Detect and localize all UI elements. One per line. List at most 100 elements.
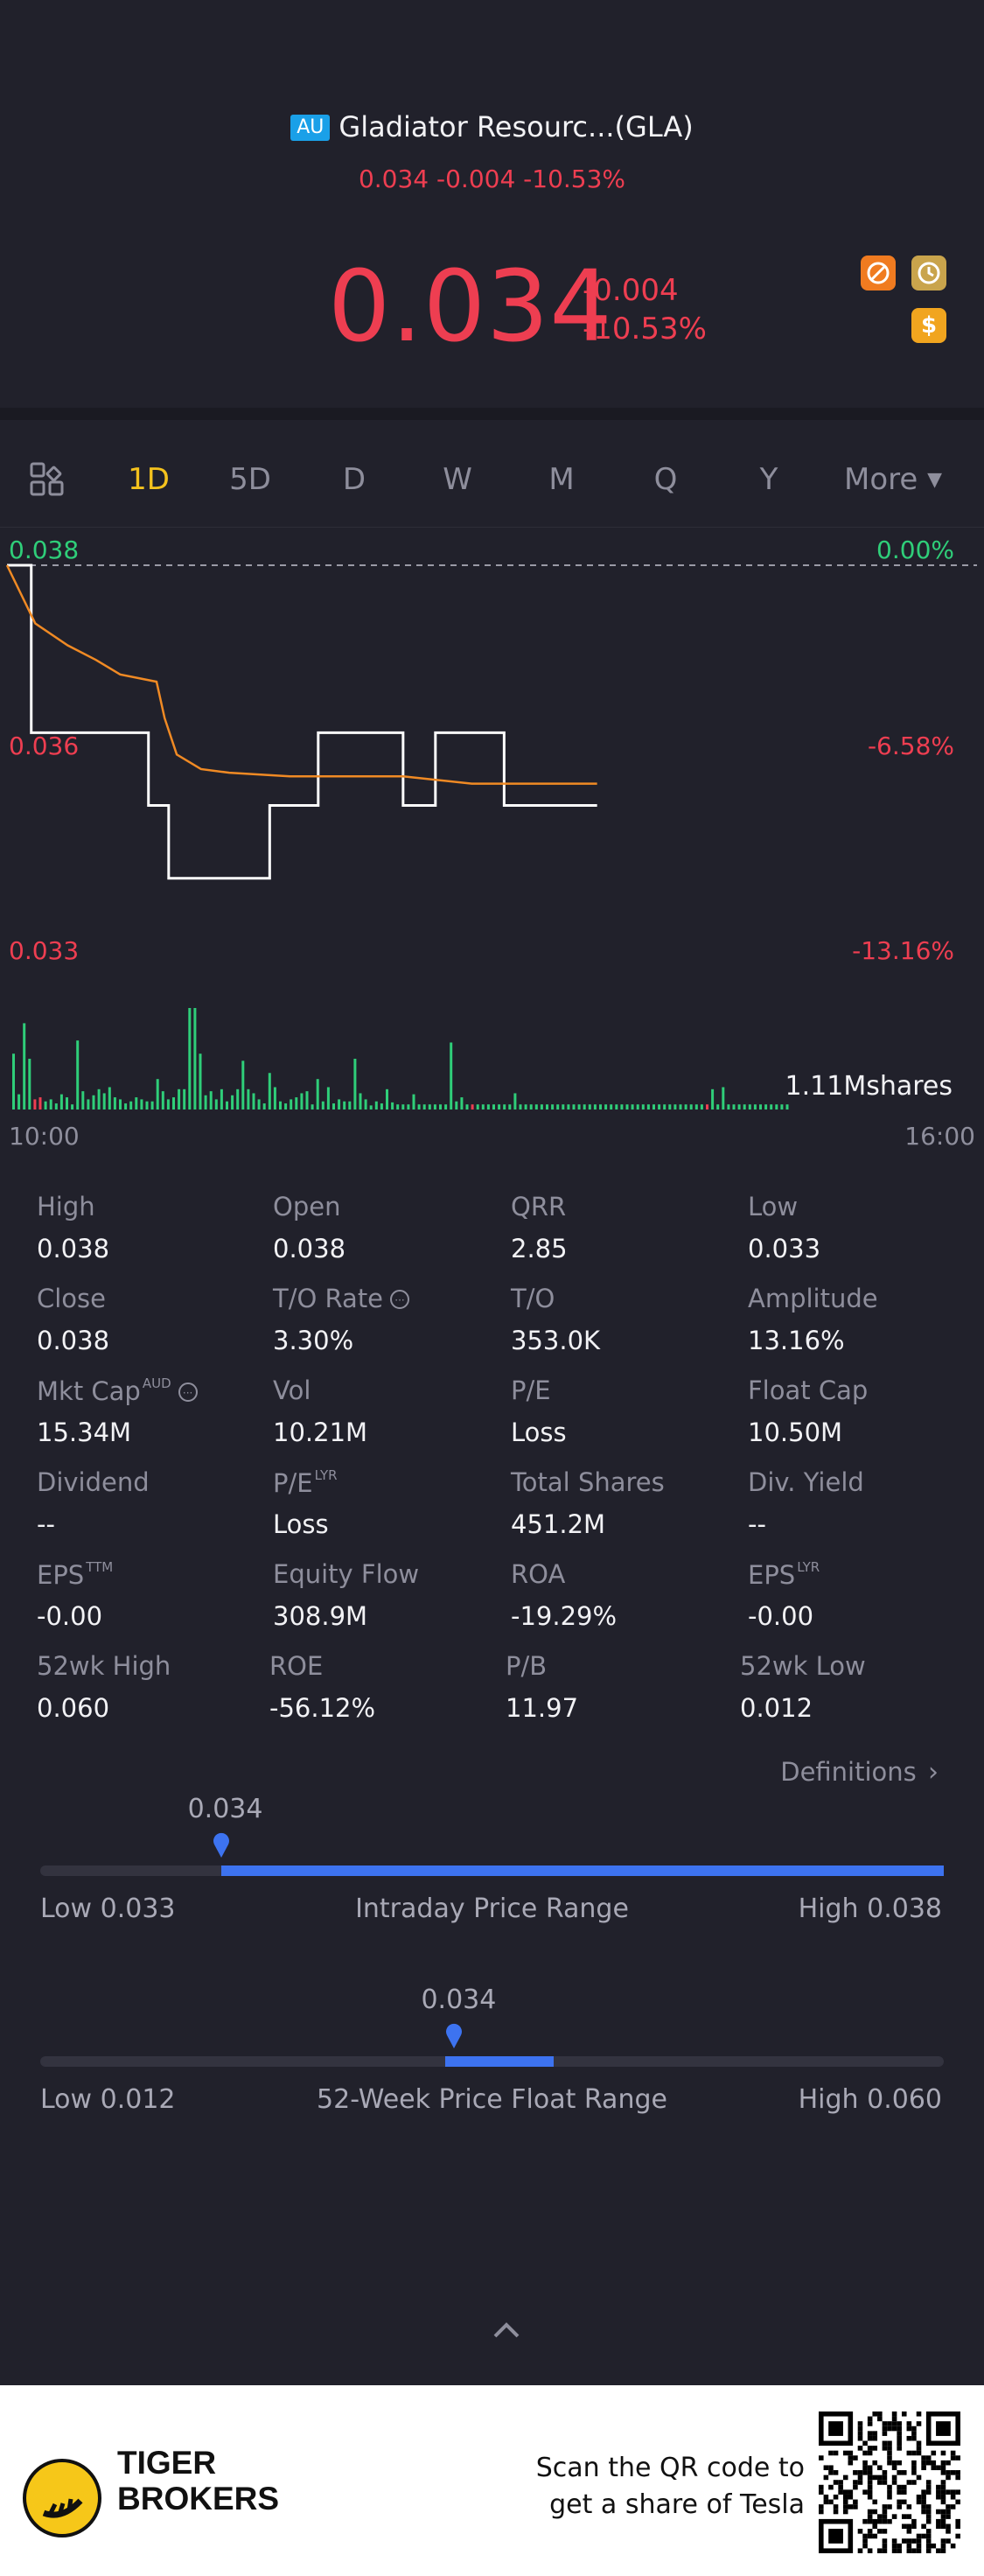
stat-label: Low — [748, 1192, 798, 1222]
volume-bar — [87, 1099, 90, 1110]
stat-label[interactable]: Mkt Cap AUD ··· — [37, 1376, 198, 1406]
volume-bar — [12, 1054, 15, 1110]
price-line — [7, 564, 597, 880]
brand-name: TIGER BROKERS — [117, 2445, 279, 2516]
stock-title[interactable]: AU Gladiator Resourc...(GLA) — [0, 110, 984, 144]
stat-label: 52wk Low — [740, 1651, 866, 1681]
volume-bar — [450, 1042, 453, 1110]
tab-1d[interactable]: 1D — [128, 462, 170, 497]
volume-bar — [476, 1104, 479, 1110]
volume-label: 1.11Mshares — [785, 1071, 953, 1102]
volume-bar — [321, 1101, 325, 1110]
stat-label: Div. Yield — [748, 1467, 864, 1497]
volume-bar — [631, 1104, 634, 1110]
volume-bar — [625, 1104, 629, 1110]
tab-more-label: More — [843, 462, 918, 497]
tab-m[interactable]: M — [548, 462, 575, 497]
intraday-high: High 0.038 — [798, 1894, 942, 1924]
tab-5d[interactable]: 5D — [229, 462, 271, 497]
volume-bar — [551, 1104, 555, 1110]
volume-bar — [407, 1104, 410, 1110]
stat-label: EPS LYR — [748, 1559, 820, 1590]
volume-bar — [610, 1104, 613, 1110]
stat-label-text: Dividend — [37, 1467, 150, 1497]
stat-label-text: EPS — [37, 1560, 85, 1590]
stat-label-text: Equity Flow — [273, 1559, 420, 1589]
current-price: 0.034 — [328, 250, 613, 364]
volume-bar — [748, 1104, 751, 1110]
definitions-label: Definitions — [780, 1757, 917, 1787]
chart-canvas[interactable] — [0, 528, 984, 1158]
qr-code[interactable] — [819, 2412, 960, 2553]
info-icon[interactable]: ··· — [178, 1382, 198, 1402]
volume-bar — [524, 1104, 527, 1110]
volume-bar — [727, 1104, 730, 1110]
stat-label-text: ROA — [511, 1559, 566, 1589]
stat-superscript: AUD — [142, 1376, 171, 1391]
volume-bar — [290, 1099, 293, 1110]
chevron-up-icon[interactable] — [492, 2319, 521, 2340]
volume-bar — [540, 1104, 543, 1110]
volume-bar — [534, 1104, 538, 1110]
volume-bar — [66, 1097, 68, 1110]
volume-bar — [348, 1101, 352, 1110]
week52-high: High 0.060 — [798, 2084, 942, 2115]
stat-label-text: P/E — [273, 1468, 313, 1498]
volume-bar — [775, 1104, 778, 1110]
volume-bar — [23, 1023, 26, 1110]
volume-bar — [28, 1059, 31, 1110]
volume-bar — [247, 1088, 250, 1110]
price-change: -0.004 -10.53% — [583, 271, 707, 348]
volume-bar — [183, 1088, 186, 1110]
tab-d[interactable]: D — [342, 462, 366, 497]
definitions-link[interactable]: Definitions › — [780, 1757, 939, 1788]
volume-bar — [694, 1104, 698, 1110]
tab-y[interactable]: Y — [759, 462, 778, 497]
volume-bar — [81, 1091, 85, 1110]
volume-bar — [689, 1104, 693, 1110]
stat-label-text: QRR — [511, 1192, 567, 1222]
stat-value: 2.85 — [511, 1234, 568, 1264]
volume-bar — [396, 1104, 400, 1110]
stat-label: Vol — [273, 1376, 311, 1405]
stat-label[interactable]: T/O Rate ··· — [273, 1284, 410, 1313]
volume-bar — [636, 1104, 639, 1110]
intraday-chart[interactable]: 0.038 0.036 0.033 0.00% -6.58% -13.16% 1… — [0, 528, 984, 1158]
volume-bar — [124, 1103, 128, 1110]
volume-bar — [262, 1103, 266, 1110]
stat-label: 52wk High — [37, 1651, 171, 1681]
stat-superscript: TTM — [86, 1559, 114, 1575]
history-icon[interactable] — [911, 256, 946, 290]
info-icon[interactable]: ··· — [390, 1290, 410, 1309]
stat-label-text: Vol — [273, 1376, 311, 1405]
layout-grid-icon[interactable] — [24, 446, 70, 513]
volume-bar — [455, 1101, 458, 1110]
volume-bar — [391, 1102, 394, 1110]
volume-bar — [716, 1104, 720, 1110]
volume-bar — [604, 1104, 608, 1110]
volume-bar — [343, 1101, 346, 1110]
change-amount: -0.004 — [583, 273, 679, 308]
volume-bar — [135, 1097, 138, 1110]
volume-bar — [593, 1104, 597, 1110]
volume-bar — [161, 1091, 164, 1110]
volume-bar — [492, 1104, 495, 1110]
stock-name: Gladiator Resourc...(GLA) — [338, 110, 694, 144]
stat-superscript: LYR — [797, 1559, 820, 1575]
volume-bar — [386, 1088, 388, 1110]
stat-label: T/O — [511, 1284, 555, 1313]
divider — [0, 527, 984, 528]
tab-w[interactable]: W — [443, 462, 472, 497]
volume-bar — [150, 1101, 154, 1110]
volume-bar — [572, 1104, 576, 1110]
volume-bar — [444, 1104, 448, 1110]
stat-value: 0.033 — [748, 1234, 821, 1264]
stat-label-text: High — [37, 1192, 95, 1222]
dollar-icon[interactable]: $ — [911, 308, 946, 343]
volume-bar — [33, 1099, 37, 1110]
stat-value: 0.012 — [740, 1693, 813, 1723]
tab-more[interactable]: More ▼ — [836, 446, 950, 513]
tab-q[interactable]: Q — [653, 462, 678, 497]
no-trade-icon[interactable] — [861, 256, 896, 290]
time-start: 10:00 — [9, 1122, 80, 1151]
